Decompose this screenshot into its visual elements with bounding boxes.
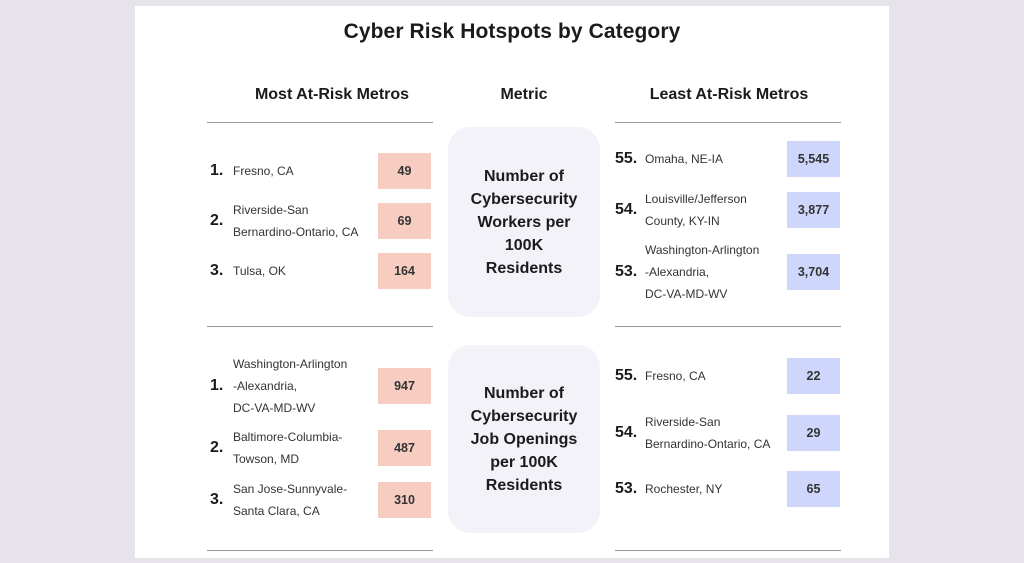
most-row: 3. San Jose-Sunnyvale- Santa Clara, CA 3… [207,480,433,520]
most-row: 3. Tulsa, OK 164 [207,251,433,291]
metro-name: Riverside-San Bernardino-Ontario, CA [645,415,771,451]
rank: 2. [210,439,224,456]
divider [207,122,433,123]
least-row: 53. Washington-Arlington -Alexandria, DC… [615,243,845,301]
metro-name: Omaha, NE-IA [645,152,724,166]
metro-name: Rochester, NY [645,482,723,496]
infographic-card: Cyber Risk Hotspots by Category Most At-… [135,6,889,558]
value-badge: 487 [378,430,431,466]
rank: 54. [615,424,638,441]
rank: 1. [210,377,224,394]
least-row: 55. Fresno, CA 22 [615,356,845,396]
rank: 53. [615,263,638,280]
metro-name: Washington-Arlington -Alexandria, DC-VA-… [645,243,760,301]
divider [615,122,841,123]
metro-name: Washington-Arlington -Alexandria, DC-VA-… [233,357,348,415]
value-badge: 69 [378,203,431,239]
header-most-at-risk: Most At-Risk Metros [254,86,410,103]
divider [207,326,433,327]
most-row: 1. Washington-Arlington -Alexandria, DC-… [207,357,433,415]
value-badge: 29 [787,415,840,451]
header-metric: Metric [500,86,548,103]
value-badge: 49 [378,153,431,189]
value-badge: 947 [378,368,431,404]
rank: 53. [615,480,638,497]
rank: 54. [615,201,638,218]
rank: 1. [210,162,224,179]
least-row: 54. Riverside-San Bernardino-Ontario, CA… [615,413,845,453]
most-row: 2. Riverside-San Bernardino-Ontario, CA … [207,201,433,241]
rank: 2. [210,212,224,229]
metro-name: San Jose-Sunnyvale- Santa Clara, CA [233,482,348,518]
metro-name: Fresno, CA [645,369,706,383]
value-badge: 22 [787,358,840,394]
value-badge: 3,877 [787,192,840,228]
value-badge: 3,704 [787,254,840,290]
rank: 55. [615,367,638,384]
metro-name: Fresno, CA [233,164,294,178]
value-badge: 164 [378,253,431,289]
metro-name: Riverside-San Bernardino-Ontario, CA [233,203,359,239]
metro-name: Tulsa, OK [233,264,286,278]
metro-name: Baltimore-Columbia- Towson, MD [233,430,343,466]
metric-workers-per-100k: Number of Cybersecurity Workers per 100K… [448,127,600,317]
metric-job-openings-per-100k: Number of Cybersecurity Job Openings per… [448,345,600,533]
rank: 3. [210,262,224,279]
divider [615,550,841,551]
least-row: 53. Rochester, NY 65 [615,469,845,509]
least-row: 55. Omaha, NE-IA 5,545 [615,139,845,179]
metro-name: Louisville/Jefferson County, KY-IN [645,192,747,228]
rank: 3. [210,491,224,508]
value-badge: 5,545 [787,141,840,177]
divider [615,326,841,327]
page-title: Cyber Risk Hotspots by Category [343,20,681,43]
header-least-at-risk: Least At-Risk Metros [649,86,809,103]
most-row: 1. Fresno, CA 49 [207,151,433,191]
value-badge: 310 [378,482,431,518]
least-row: 54. Louisville/Jefferson County, KY-IN 3… [615,190,845,230]
rank: 55. [615,150,638,167]
most-row: 2. Baltimore-Columbia- Towson, MD 487 [207,428,433,468]
divider [207,550,433,551]
value-badge: 65 [787,471,840,507]
